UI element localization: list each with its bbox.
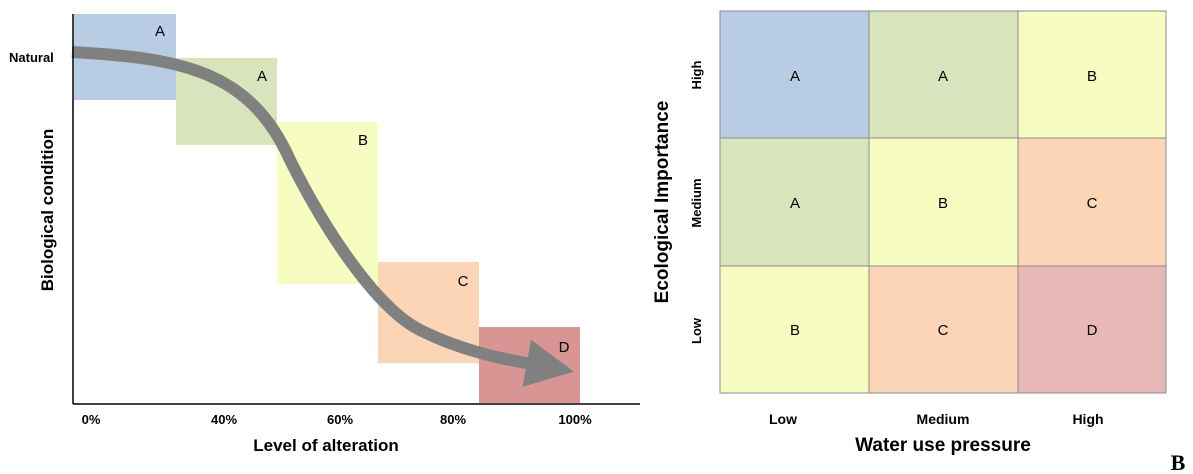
matrix-cell-low-low: [719, 265, 870, 394]
y-title-ecological-importance: Ecological Importance: [652, 101, 673, 304]
x-tick-low: Low: [769, 411, 797, 427]
zone-b-label: B: [358, 132, 368, 149]
zone-c-label: C: [458, 273, 469, 290]
right-panel: A A B A B C B C D Ecological Importance …: [652, 10, 1167, 456]
y-tick-medium: Medium: [689, 178, 704, 227]
matrix-label-high-low: A: [790, 68, 800, 85]
y-axis-title: Biological condition: [38, 129, 57, 291]
matrix-cell-medium-high: [1017, 137, 1167, 267]
panel-label: B: [1171, 450, 1186, 474]
x-tick-80: 80%: [440, 412, 466, 427]
matrix-cell-high-high: [1017, 10, 1167, 139]
natural-label: Natural: [9, 50, 54, 65]
matrix-cell-low-high: [1017, 265, 1167, 394]
x-tick-medium: Medium: [917, 411, 970, 427]
matrix-label-high-high: B: [1087, 68, 1097, 85]
matrix-label-low-high: D: [1087, 322, 1098, 339]
x-tick-60: 60%: [327, 412, 353, 427]
condition-decline-arrow: [71, 46, 574, 387]
zone-a2-label: A: [257, 68, 267, 85]
zone-b-box: [277, 122, 378, 284]
matrix-label-medium-high: C: [1087, 195, 1098, 212]
y-tick-low: Low: [689, 317, 704, 344]
x-axis-title: Level of alteration: [253, 436, 398, 455]
matrix-label-high-medium: A: [938, 68, 948, 85]
matrix-label-medium-low: A: [790, 195, 800, 212]
x-tick-40: 40%: [211, 412, 237, 427]
matrix-label-low-low: B: [790, 322, 800, 339]
matrix-cell-medium-low: [719, 137, 870, 267]
matrix-cell-high-medium: [868, 10, 1019, 139]
y-tick-high: High: [689, 61, 704, 90]
matrix-cell-low-medium: [868, 265, 1019, 394]
x-title-water-use-pressure: Water use pressure: [855, 435, 1031, 456]
x-tick-100: 100%: [558, 412, 592, 427]
x-tick-0: 0%: [82, 412, 101, 427]
zone-a1-label: A: [155, 23, 165, 40]
zone-d-label: D: [559, 339, 570, 356]
matrix-cell-high-low: [719, 10, 870, 139]
matrix-label-medium-medium: B: [938, 195, 948, 212]
left-panel: A A B C D Natural Biological condition 0…: [9, 14, 640, 455]
x-tick-high: High: [1072, 411, 1103, 427]
matrix-label-low-medium: C: [938, 322, 949, 339]
